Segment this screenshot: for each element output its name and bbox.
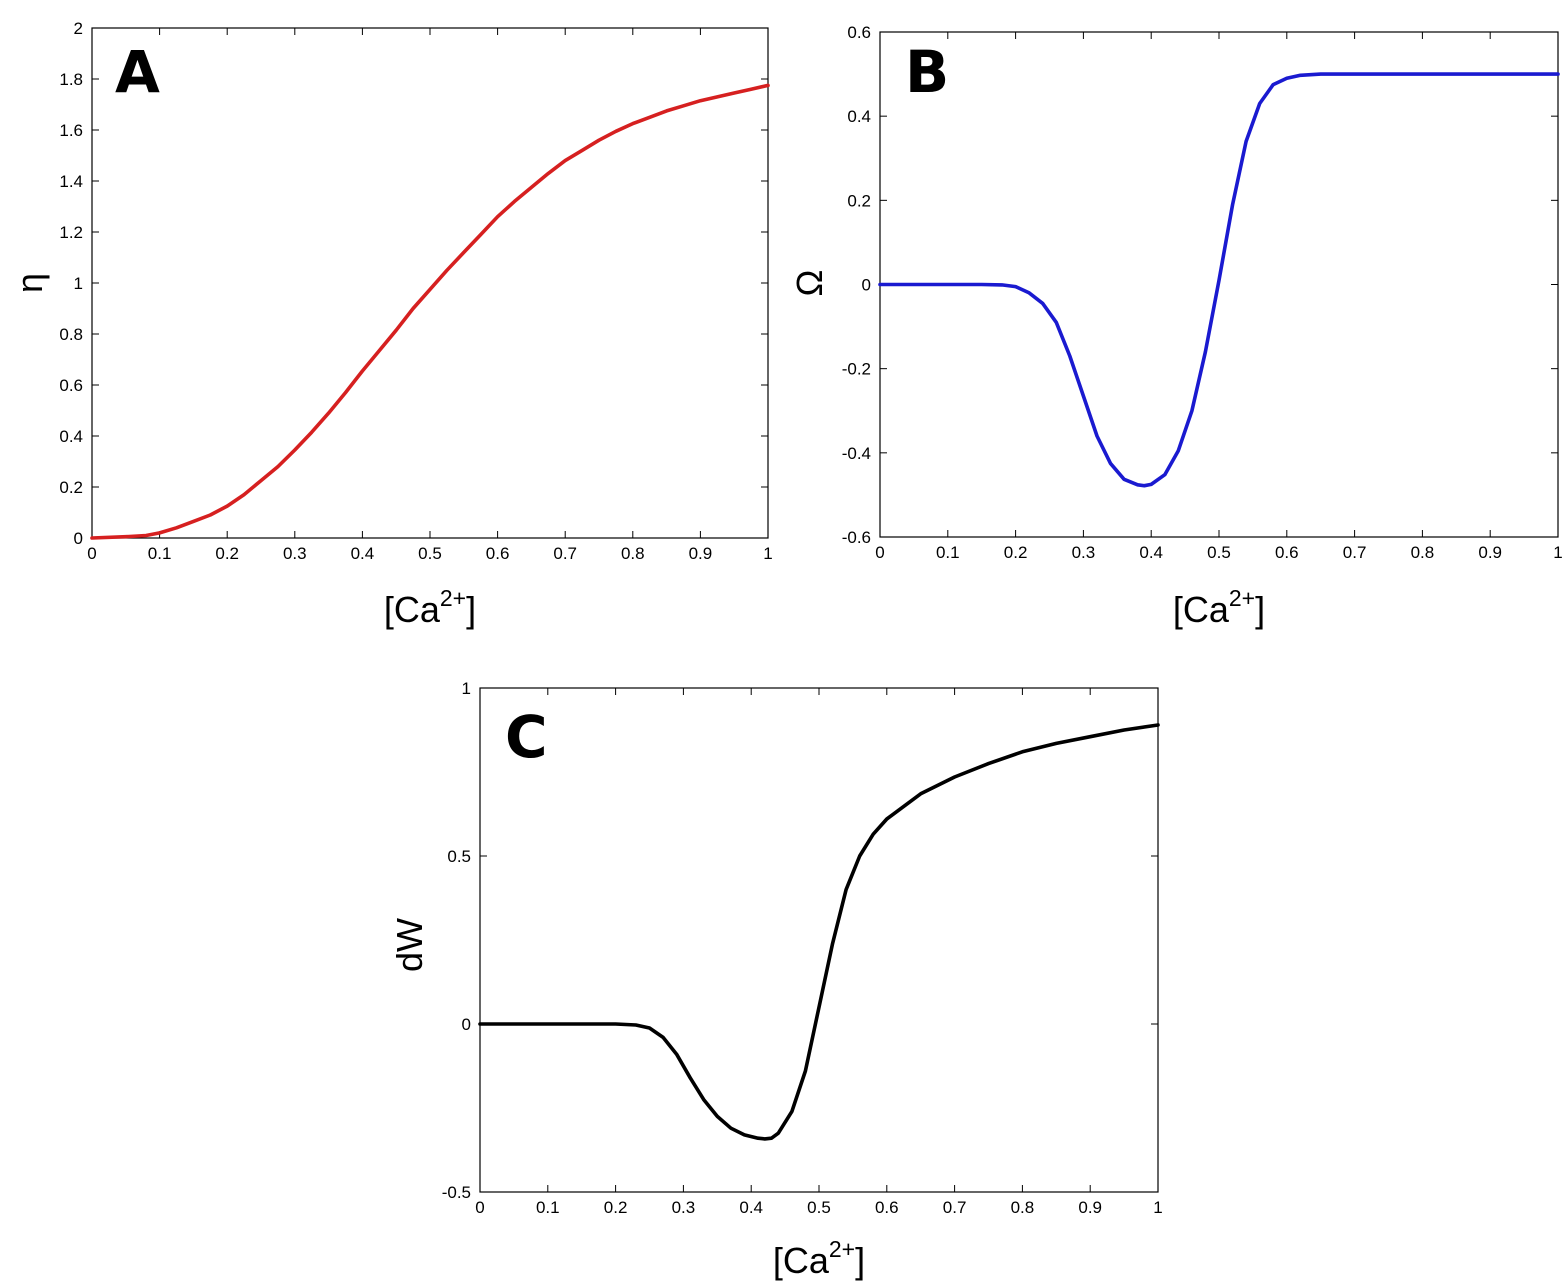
y-tick-label: 1.2 (59, 223, 83, 242)
x-axis-label: [Ca2+] (1173, 585, 1265, 630)
x-tick-label: 0.3 (1072, 543, 1096, 562)
x-tick-label: 0.8 (1011, 1198, 1035, 1217)
y-tick-label: 0 (862, 276, 871, 295)
x-axis-label-sup: 2+ (440, 585, 466, 611)
y-tick-label: 0.4 (847, 107, 871, 126)
x-tick-label: 0.6 (1275, 543, 1299, 562)
panel-letter: B (905, 38, 949, 106)
x-tick-label: 0.2 (604, 1198, 628, 1217)
y-tick-label: 0.2 (847, 191, 871, 210)
y-axis-label: η (9, 273, 50, 293)
x-axis-label: [Ca2+] (773, 1236, 865, 1281)
y-tick-label: 1.6 (59, 121, 83, 140)
x-tick-label: 0.4 (739, 1198, 763, 1217)
x-tick-label: 0.8 (621, 544, 645, 563)
x-axis-label-close: ] (855, 1240, 865, 1281)
y-axis-label: dW (389, 918, 430, 972)
y-tick-label: 0.8 (59, 325, 83, 344)
x-tick-label: 1 (1553, 543, 1562, 562)
x-axis-label-sup: 2+ (1229, 585, 1255, 611)
y-tick-label: 1 (74, 274, 83, 293)
panel-letter: A (115, 38, 160, 106)
x-tick-label: 0.4 (1139, 543, 1163, 562)
x-tick-label: 0.8 (1411, 543, 1435, 562)
y-tick-label: 1.8 (59, 70, 83, 89)
y-tick-label: 1 (462, 679, 471, 698)
x-axis-label-main: [Ca (773, 1240, 830, 1281)
panel-letter: C (505, 703, 548, 771)
series-line-a (90, 83, 770, 540)
y-tick-label: 0 (74, 529, 83, 548)
series-line-b (878, 72, 1560, 488)
x-tick-label: 0.1 (148, 544, 172, 563)
panel-a: 0 0.1 0.2 0.3 0.4 0.5 0.6 0.7 0.8 0.9 1 0 0.2 0.4 0.6 0… (9, 19, 773, 630)
x-tick-label: 0.1 (536, 1198, 560, 1217)
x-tick-label: 0.9 (1478, 543, 1502, 562)
x-axis-label-main: [Ca (384, 589, 441, 630)
x-tick-label: 0.7 (553, 544, 577, 563)
plot-frame (91, 27, 769, 539)
y-tick-label: 0.6 (847, 23, 871, 42)
y-tick-label: 0.5 (447, 847, 471, 866)
x-tick-label: 0.4 (351, 544, 375, 563)
plot-frame (479, 687, 1159, 1193)
x-tick-label: 0.6 (486, 544, 510, 563)
x-axis-label-close: ] (1255, 589, 1265, 630)
y-tick-label: 0.2 (59, 478, 83, 497)
y-tick-label: -0.6 (842, 528, 871, 547)
x-tick-label: 0.7 (943, 1198, 967, 1217)
y-tick-label: 0.4 (59, 427, 83, 446)
x-axis-label-close: ] (466, 589, 476, 630)
x-tick-label: 0.3 (283, 544, 307, 563)
y-tick-label: -0.5 (442, 1183, 471, 1202)
x-tick-label: 0.2 (215, 544, 239, 563)
x-tick-label: 0.1 (936, 543, 960, 562)
x-axis-label-sup: 2+ (829, 1236, 855, 1262)
y-tick-label: 1.4 (59, 172, 83, 191)
x-tick-label: 0.5 (807, 1198, 831, 1217)
x-tick-label: 0 (475, 1198, 484, 1217)
x-tick-label: 0.3 (672, 1198, 696, 1217)
y-axis-label: Ω (789, 270, 830, 297)
y-tick-label: 2 (74, 19, 83, 38)
series-line-c (478, 723, 1160, 1141)
x-tick-label: 0.9 (1078, 1198, 1102, 1217)
x-axis-label-main: [Ca (1173, 589, 1230, 630)
x-axis-label: [Ca2+] (384, 585, 476, 630)
y-tick-label: -0.2 (842, 360, 871, 379)
x-tick-label: 0.7 (1343, 543, 1367, 562)
x-tick-label: 0.5 (1207, 543, 1231, 562)
x-tick-label: 0.2 (1004, 543, 1028, 562)
x-tick-label: 0.5 (418, 544, 442, 563)
panel-c: 0 0.1 0.2 0.3 0.4 0.5 0.6 0.7 0.8 0.9 1-0.500.51C[… (389, 679, 1163, 1281)
x-tick-label: 1 (763, 544, 772, 563)
x-tick-label: 0 (87, 544, 96, 563)
x-tick-label: 0 (875, 543, 884, 562)
y-tick-label: -0.4 (842, 444, 871, 463)
x-tick-label: 0.9 (689, 544, 713, 563)
y-tick-label: 0 (462, 1015, 471, 1034)
x-tick-label: 0.6 (875, 1198, 899, 1217)
y-tick-label: 0.6 (59, 376, 83, 395)
panel-b: 0 0.1 0.2 0.3 0.4 0.5 0.6 0.7 0.8 0.9 1 -0.6 -0.4 -0.… (789, 23, 1563, 630)
x-tick-label: 1 (1153, 1198, 1162, 1217)
